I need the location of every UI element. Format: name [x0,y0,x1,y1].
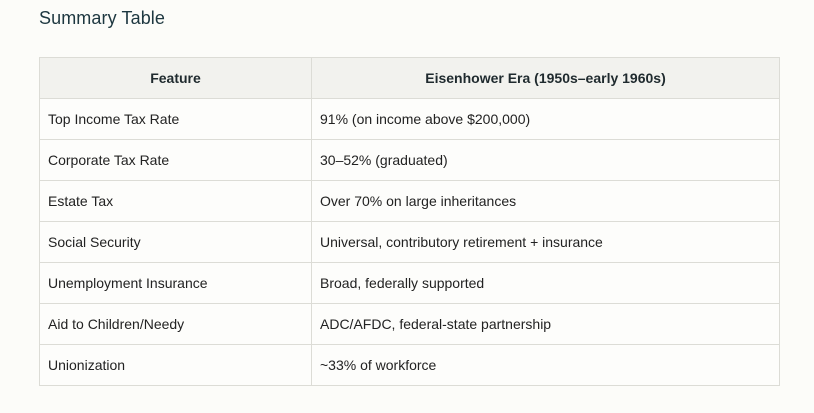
value-cell: 91% (on income above $200,000) [311,98,780,140]
feature-cell: Unionization [39,344,312,386]
feature-cell: Unemployment Insurance [39,262,312,304]
section-title: Summary Table [39,8,166,28]
table-row: Aid to Children/Needy ADC/AFDC, federal-… [39,303,780,345]
column-header-feature: Feature [39,57,312,99]
table-header-row: Feature Eisenhower Era (1950s–early 1960… [39,57,780,99]
feature-cell: Aid to Children/Needy [39,303,312,345]
feature-cell: Top Income Tax Rate [39,98,312,140]
table-row: Unemployment Insurance Broad, federally … [39,262,780,304]
table-row: Top Income Tax Rate 91% (on income above… [39,98,780,140]
feature-cell: Social Security [39,221,312,263]
table-row: Social Security Universal, contributory … [39,221,780,263]
table-row: Unionization ~33% of workforce [39,344,780,386]
summary-table: Feature Eisenhower Era (1950s–early 1960… [39,57,780,386]
value-cell: Universal, contributory retirement + ins… [311,221,780,263]
feature-cell: Corporate Tax Rate [39,139,312,181]
feature-cell: Estate Tax [39,180,312,222]
table-row: Estate Tax Over 70% on large inheritance… [39,180,780,222]
table-row: Corporate Tax Rate 30–52% (graduated) [39,139,780,181]
value-cell: 30–52% (graduated) [311,139,780,181]
value-cell: ~33% of workforce [311,344,780,386]
value-cell: Over 70% on large inheritances [311,180,780,222]
value-cell: Broad, federally supported [311,262,780,304]
value-cell: ADC/AFDC, federal-state partnership [311,303,780,345]
column-header-era: Eisenhower Era (1950s–early 1960s) [311,57,780,99]
